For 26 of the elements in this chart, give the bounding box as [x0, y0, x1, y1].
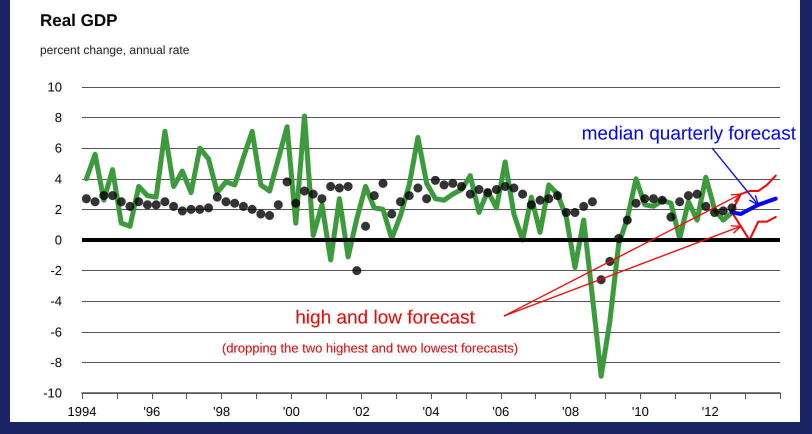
x-tick-label: '98: [213, 404, 230, 419]
x-tick-label: '02: [352, 404, 370, 419]
y-tick-label: 2: [54, 202, 62, 217]
y-tick-label: -6: [50, 324, 62, 340]
y-tick-label: -2: [50, 263, 62, 278]
chart-title: Real GDP: [40, 11, 118, 30]
y-tick-label: -8: [50, 354, 62, 370]
y-tick-label: 0: [54, 232, 62, 248]
x-tick-label: '00: [282, 404, 300, 419]
x-tick-label: 1994: [68, 404, 96, 419]
y-tick-label: 8: [54, 110, 62, 126]
y-tick-label: 10: [48, 80, 62, 94]
chart-subtitle: percent change, annual rate: [40, 43, 190, 57]
y-tick-label: 4: [54, 171, 62, 186]
y-tick-label: 6: [54, 140, 62, 156]
x-tick-label: '08: [562, 404, 580, 419]
x-tick-label: '12: [702, 404, 719, 419]
y-tick-label: -10: [43, 386, 62, 400]
annotation: median quarterly forecast: [582, 124, 797, 144]
y-tick-label: -4: [50, 294, 62, 309]
x-tick-label: '96: [143, 404, 160, 419]
x-tick-label: '10: [632, 404, 649, 419]
x-tick-label: '06: [492, 404, 510, 419]
annotation: (dropping the two highest and two lowest forecasts): [222, 340, 518, 356]
annotation: high and low forecast: [295, 308, 476, 328]
x-tick-label: '04: [422, 404, 440, 419]
